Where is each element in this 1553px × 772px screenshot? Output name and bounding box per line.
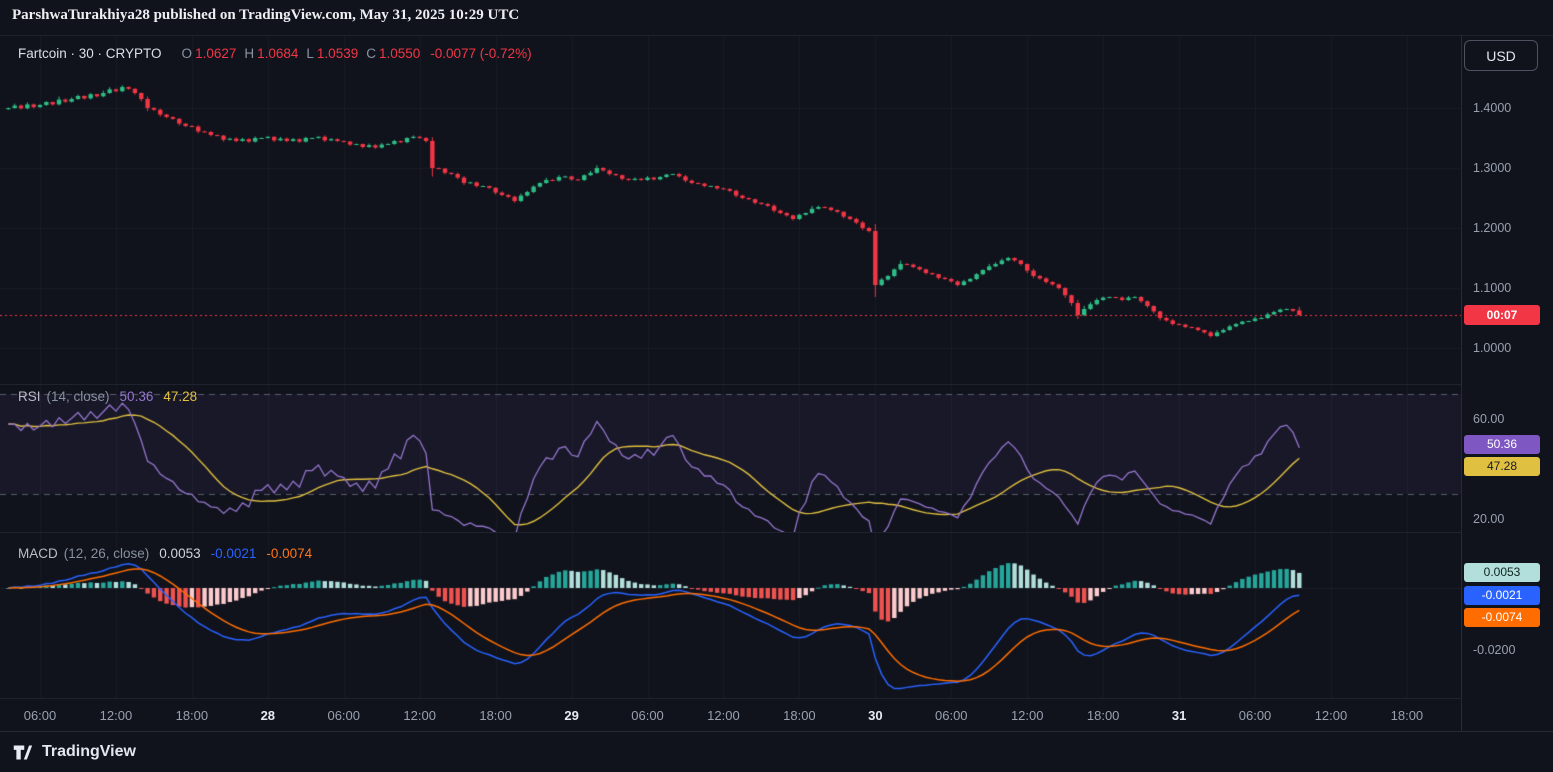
price-scale-label: 1.3000 — [1473, 161, 1512, 175]
main-legend: Fartcoin · 30 · CRYPTO O 1.0627 H 1.0684… — [18, 46, 532, 61]
price-scale-separator — [1461, 35, 1462, 731]
tradingview-brand[interactable]: TradingView — [42, 743, 136, 760]
pane-separator — [0, 384, 1461, 385]
open-value: 1.0627 — [195, 46, 237, 61]
high-value: 1.0684 — [257, 46, 299, 61]
change-value: -0.0077 (-0.72%) — [430, 46, 532, 61]
time-label: 18:00 — [1390, 708, 1424, 723]
macd-line-badge: -0.0021 — [1464, 586, 1540, 605]
price-scale-label: 1.1000 — [1473, 281, 1512, 295]
currency-button[interactable]: USD — [1464, 40, 1538, 71]
time-label: 06:00 — [1238, 708, 1272, 723]
time-label: 06:00 — [631, 708, 664, 723]
low-value: 1.0539 — [316, 46, 359, 61]
price-scale-label: 1.4000 — [1473, 101, 1512, 115]
time-label: 18:00 — [1086, 708, 1120, 723]
pane-separator — [0, 532, 1461, 533]
rsi-value: 50.36 — [119, 389, 154, 404]
main-price-chart-canvas[interactable] — [0, 35, 1461, 384]
time-label: 12:00 — [1010, 708, 1044, 723]
macd-title: MACD — [18, 546, 58, 561]
time-label: 18:00 — [479, 708, 512, 723]
close-value: 1.0550 — [378, 46, 421, 61]
time-label: 12:00 — [1314, 708, 1348, 723]
rsi-scale-label: 60.00 — [1473, 412, 1505, 426]
publish-line: ParshwaTurakhiya28 published on TradingV… — [12, 7, 520, 23]
macd-signal-badge: -0.0074 — [1464, 608, 1540, 627]
header-bar: ParshwaTurakhiya28 published on TradingV… — [0, 0, 1553, 36]
close-label: C — [366, 46, 376, 61]
open-label: O — [181, 46, 193, 61]
rsi-pane-canvas[interactable] — [0, 384, 1461, 532]
time-label: 18:00 — [175, 708, 209, 723]
time-label: 29 — [564, 708, 579, 723]
macd-hist-badge: 0.0053 — [1464, 563, 1540, 582]
time-label: 18:00 — [783, 708, 816, 723]
rsi-ma-value: 47.28 — [163, 389, 198, 404]
time-label: 06:00 — [23, 708, 57, 723]
rsi-params: (14, close) — [46, 389, 110, 404]
macd-legend: MACD (12, 26, close) 0.0053 -0.0021 -0.0… — [18, 546, 312, 561]
bar-countdown-badge: 00:07 — [1464, 305, 1540, 325]
price-scale-label: 1.0000 — [1473, 341, 1512, 355]
time-label: 06:00 — [327, 708, 361, 723]
macd-pane-canvas[interactable] — [0, 532, 1461, 698]
time-axis[interactable]: 06:00 12:00 18:00 28 06:00 12:00 18:00 29 06:00 1… — [0, 698, 1461, 732]
time-label: 12:00 — [403, 708, 436, 723]
rsi-title: RSI — [18, 389, 41, 404]
low-label: L — [306, 46, 314, 61]
time-label: 06:00 — [934, 708, 968, 723]
symbol-title[interactable]: Fartcoin · 30 · CRYPTO — [18, 46, 162, 61]
tradingview-logo[interactable] — [12, 742, 33, 763]
rsi-legend: RSI (14, close) 50.36 47.28 — [18, 389, 197, 404]
time-label: 12:00 — [707, 708, 740, 723]
high-label: H — [244, 46, 255, 61]
macd-signal-value: -0.0074 — [266, 546, 313, 561]
time-label: 30 — [868, 708, 883, 723]
time-label: 28 — [260, 708, 276, 723]
footer: TradingView — [0, 731, 1553, 772]
price-scale-label: 1.2000 — [1473, 221, 1512, 235]
time-label: 12:00 — [99, 708, 133, 723]
macd-params: (12, 26, close) — [63, 546, 150, 561]
macd-scale-label: -0.0200 — [1473, 643, 1516, 657]
rsi-ma-value-badge: 47.28 — [1464, 457, 1540, 476]
macd-line-value: -0.0021 — [210, 546, 257, 561]
rsi-scale-label: 20.00 — [1473, 512, 1505, 526]
time-label: 31 — [1171, 708, 1187, 723]
macd-hist-value: 0.0053 — [159, 546, 201, 561]
rsi-value-badge: 50.36 — [1464, 435, 1540, 454]
